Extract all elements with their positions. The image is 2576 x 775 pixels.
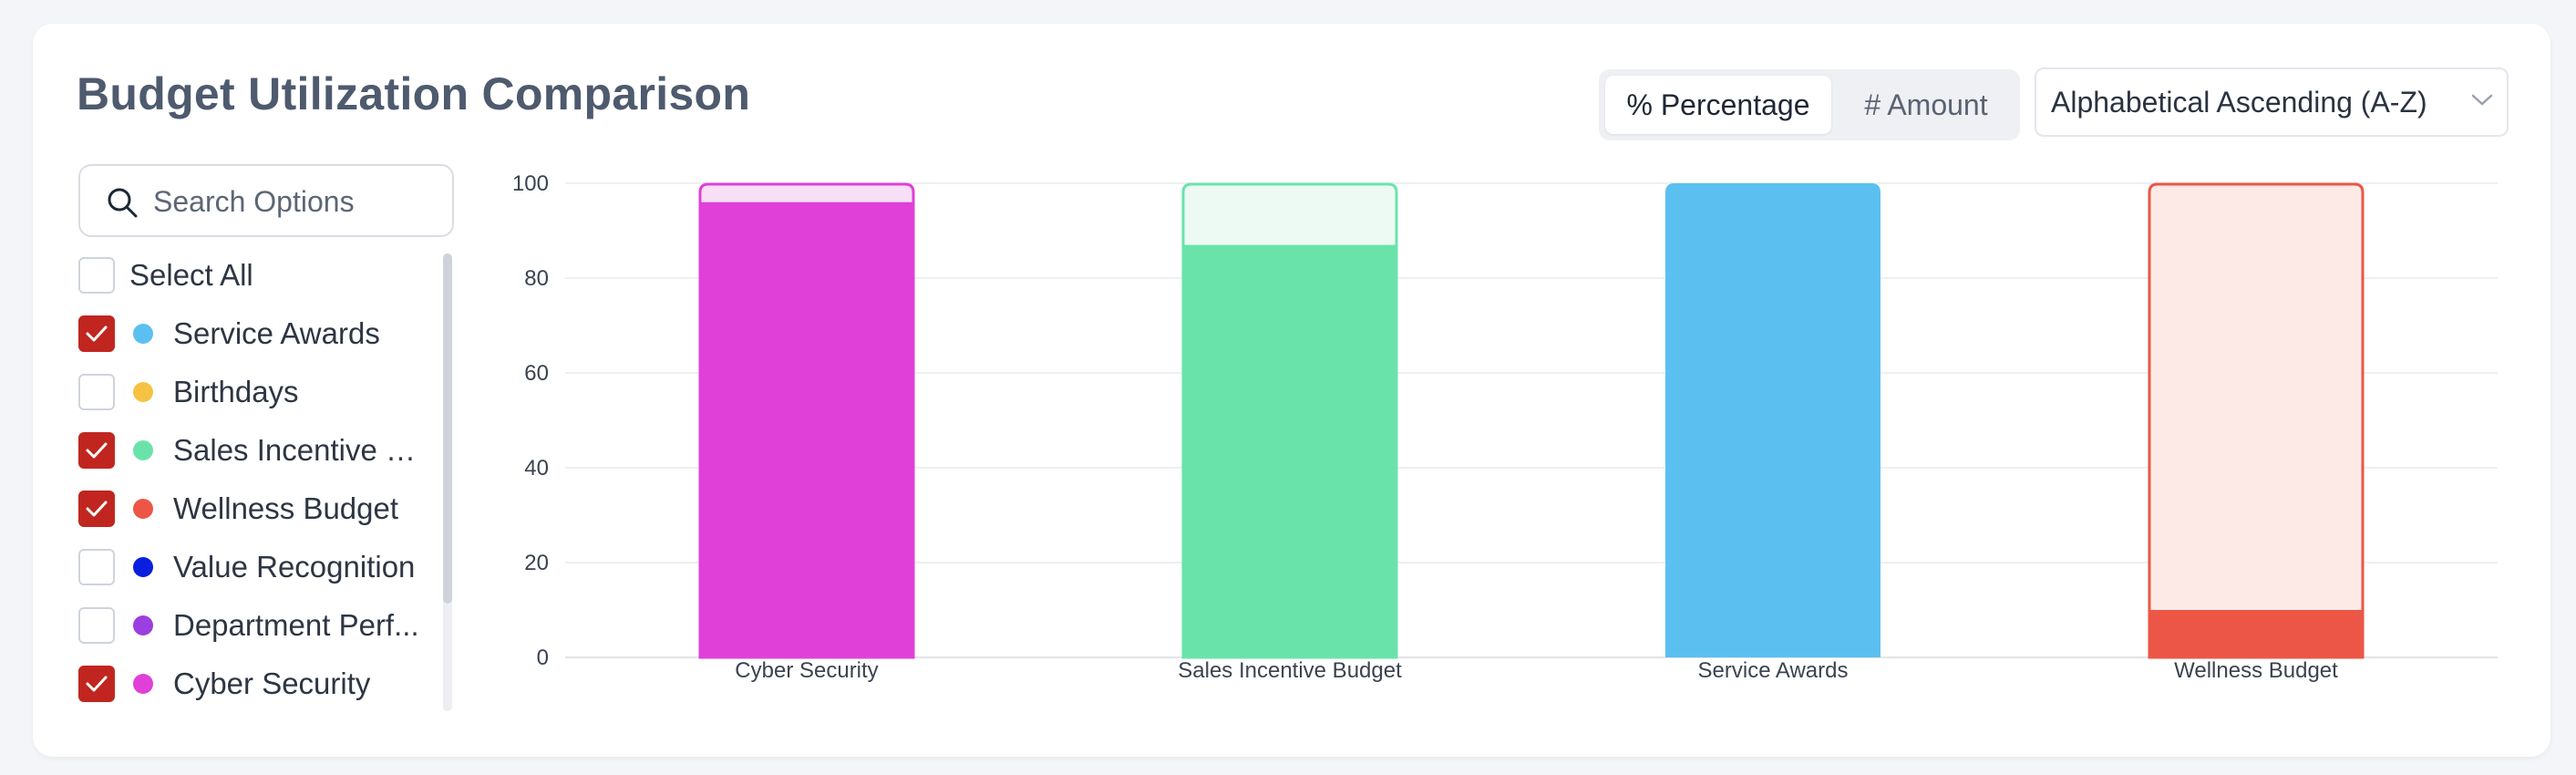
x-category-label: Service Awards: [1698, 658, 1849, 683]
series-color-dot: [133, 615, 153, 636]
bar-used: [1665, 183, 1880, 657]
select-all-label: Select All: [129, 258, 253, 292]
filter-checkbox[interactable]: [78, 607, 115, 644]
bar-used: [2148, 610, 2364, 657]
search-icon: [106, 186, 139, 223]
bar-used: [1182, 244, 1397, 657]
filter-option-label: Department Perf...: [173, 608, 419, 642]
y-tick-label: 20: [524, 551, 549, 575]
filter-checkbox[interactable]: [78, 549, 115, 585]
filter-option-label: Birthdays: [173, 375, 299, 408]
filter-option[interactable]: Service Awards: [78, 314, 425, 354]
series-color-dot: [133, 382, 153, 402]
y-tick-label: 80: [524, 266, 549, 291]
x-category-label: Wellness Budget: [2174, 658, 2338, 683]
sort-select-value: Alphabetical Ascending (A-Z): [2051, 86, 2427, 119]
filter-option-label: Value Recognition: [173, 550, 416, 584]
filter-option-label: Wellness Budget: [173, 491, 399, 525]
select-all-option[interactable]: Select All: [78, 255, 425, 295]
y-tick-label: 60: [524, 361, 549, 386]
x-category-label: Sales Incentive Budget: [1178, 658, 1402, 683]
view-toggle: % Percentage # Amount: [1599, 69, 2020, 140]
series-color-dot: [133, 674, 153, 694]
series-color-dot: [133, 557, 153, 577]
budget-utilization-chart: 0 20 40 60 80 100 Cyber Security Sales Incentiv…: [512, 171, 2498, 683]
filter-option[interactable]: Birthdays: [78, 372, 425, 412]
filter-checkbox[interactable]: [78, 666, 115, 702]
filter-option[interactable]: Cyber Security: [78, 664, 425, 704]
bar-used: [699, 202, 914, 658]
filter-checkbox[interactable]: [78, 491, 115, 527]
search-input[interactable]: [151, 179, 438, 224]
filter-option[interactable]: Wellness Budget: [78, 489, 425, 529]
select-all-checkbox[interactable]: [78, 257, 115, 294]
y-tick-label: 100: [512, 171, 549, 196]
filter-option[interactable]: Sales Incentive B...: [78, 430, 425, 470]
amount-toggle-button[interactable]: # Amount: [1864, 88, 1988, 121]
sort-select[interactable]: Alphabetical Ascending (A-Z): [2035, 67, 2509, 137]
series-color-dot: [133, 499, 153, 519]
bar-remaining: [2148, 182, 2365, 659]
filter-option-label: Service Awards: [173, 316, 380, 350]
page-title: Budget Utilization Comparison: [77, 68, 751, 119]
search-box: [78, 164, 454, 237]
percentage-toggle-button[interactable]: % Percentage: [1605, 76, 1831, 134]
y-tick-label: 40: [524, 456, 549, 480]
series-color-dot: [133, 440, 153, 460]
y-tick-label: 0: [537, 646, 549, 670]
chevron-down-icon: [2470, 93, 2494, 112]
filter-scrollbar[interactable]: [443, 253, 452, 711]
filter-checkbox[interactable]: [78, 432, 115, 469]
filter-option[interactable]: Value Recognition: [78, 547, 425, 587]
filter-option[interactable]: Department Perf...: [78, 605, 425, 646]
filter-checkbox[interactable]: [78, 315, 115, 352]
scrollbar-thumb[interactable]: [443, 253, 452, 604]
series-color-dot: [133, 324, 153, 344]
filter-option-label: Cyber Security: [173, 666, 371, 700]
x-category-label: Cyber Security: [735, 658, 878, 683]
filter-checkbox[interactable]: [78, 374, 115, 410]
filter-option-label: Sales Incentive B...: [173, 433, 425, 467]
